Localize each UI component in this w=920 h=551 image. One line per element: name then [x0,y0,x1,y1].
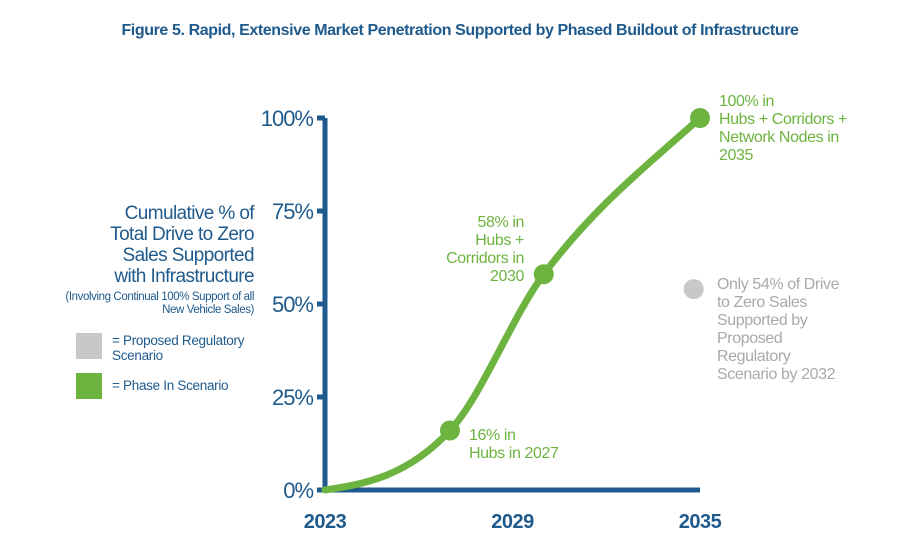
y-tick-label: 25% [272,385,313,410]
legend-swatch-green [76,373,102,399]
annotation-line: 2030 [490,268,524,285]
chart-title: Figure 5. Rapid, Extensive Market Penetr… [121,22,799,39]
annotation-2027: 16% in Hubs in 2027 [469,427,559,463]
phase-in-point [533,264,554,285]
y-tick-label: 50% [272,292,313,317]
phase-in-point [690,108,710,128]
annotation-2035: 100% in Hubs + Corridors + Network Nodes i… [719,93,847,165]
legend-item-regulatory: = Proposed Regulatory Scenario [76,333,252,363]
annotation-line: 100% in [719,93,775,110]
legend-label: = Proposed Regulatory Scenario [112,333,245,363]
annotation-line: 58% in [477,214,524,231]
annotation-line: Hubs in 2027 [469,445,559,462]
annotation-line: 2035 [719,147,753,164]
annotation-line: Scenario by 2032 [717,366,836,383]
regulatory-point [683,279,704,300]
annotation-line: Proposed [717,330,783,347]
phase-in-line [321,114,704,494]
annotation-line: Supported by [717,312,808,329]
annotation-line: to Zero Sales [717,294,807,311]
annotation-line: Hubs + [475,232,524,249]
y-axis-label: Cumulative % of Total Drive to Zero Sale… [110,203,254,287]
x-tick-label: 2035 [679,511,722,533]
annotation-regulatory-2032: Only 54% of Drive to Zero Sales Supported … [717,276,840,384]
legend-label: = Phase In Scenario [112,378,229,393]
annotation-line: Corridors in [446,250,524,267]
annotation-line: Network Nodes in [719,129,839,146]
y-axis-note: (Involving Continual 100% Support of all… [65,291,254,316]
phase-in-point [440,420,460,441]
annotation-line: Hubs + Corridors + [719,111,847,128]
y-tick-label: 100% [261,106,314,131]
x-tick-label: 2029 [491,511,534,533]
annotation-line: 16% in [469,427,516,444]
y-tick-label: 0% [283,478,313,503]
annotation-2030: 58% in Hubs + Corridors in 2030 [420,214,524,286]
y-tick-label: 75% [272,199,313,224]
annotation-line: Only 54% of Drive [717,276,840,293]
legend-swatch-gray [76,333,102,359]
x-tick-label: 2023 [304,511,347,533]
legend-item-phase-in: = Phase In Scenario [76,373,229,399]
annotation-line: Regulatory [717,348,791,365]
